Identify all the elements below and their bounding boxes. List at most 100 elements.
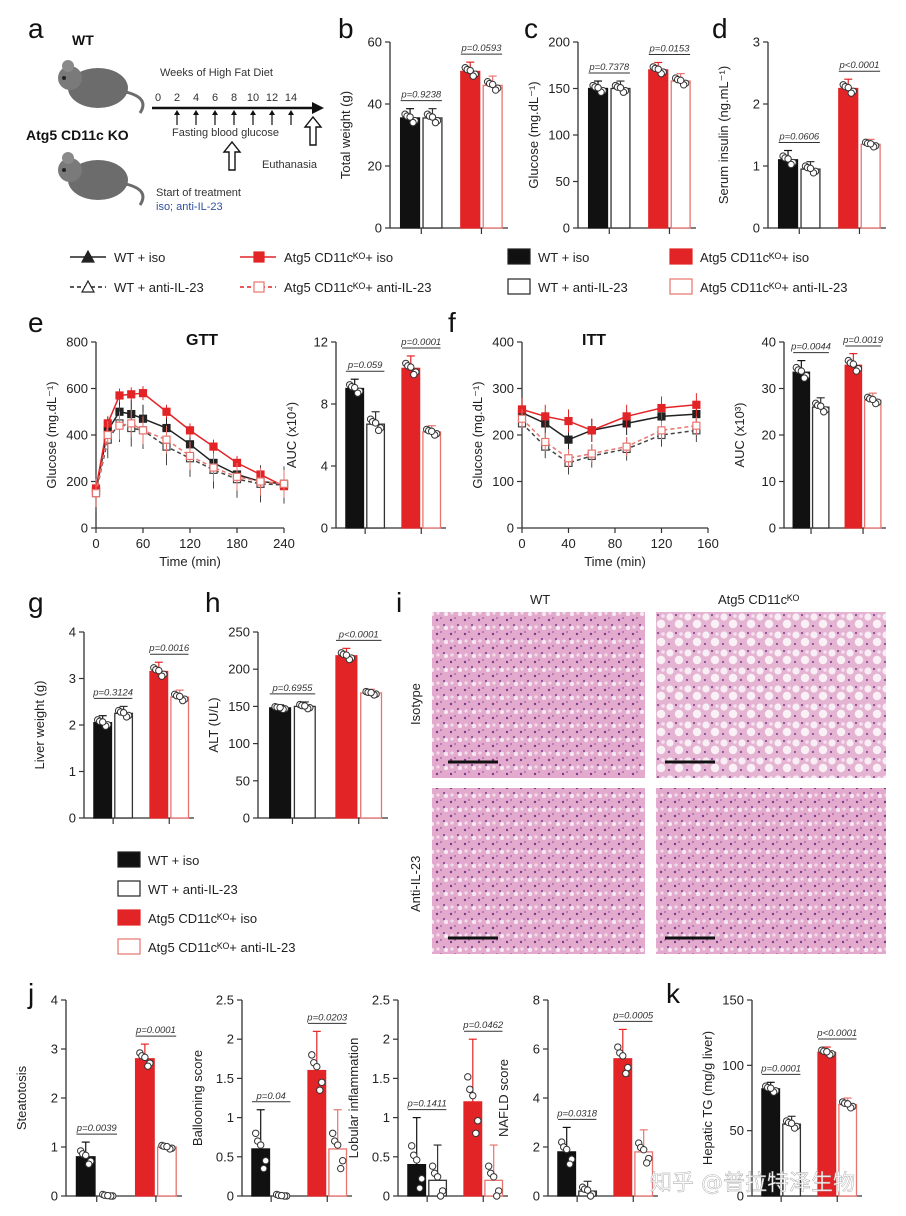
p-value: p=0.04 bbox=[255, 1091, 285, 1102]
y-tick-label: 0.5 bbox=[372, 1149, 390, 1164]
chart-f-line: 0 100 200 300 400 Glucose (mg.dL⁻¹) 0 40 80 120 16… bbox=[470, 335, 719, 570]
bar bbox=[777, 159, 799, 229]
data-point bbox=[622, 442, 631, 451]
data-point bbox=[490, 1173, 498, 1181]
y-tick-label: 2 bbox=[383, 1032, 390, 1047]
data-point bbox=[277, 1191, 286, 1200]
fasting-arrowhead bbox=[231, 110, 237, 115]
data-point bbox=[564, 454, 573, 463]
y-tick-label: 200 bbox=[492, 428, 514, 443]
y-tick-label: 100 bbox=[228, 736, 250, 751]
data-point bbox=[416, 1184, 424, 1192]
data-point bbox=[155, 666, 163, 675]
data-point bbox=[256, 477, 265, 486]
y-tick-label: 6 bbox=[533, 1042, 540, 1057]
data-point bbox=[847, 89, 855, 97]
panel-letter-d: d bbox=[712, 13, 728, 44]
data-point bbox=[852, 367, 861, 375]
y-tick-label: 0 bbox=[769, 521, 776, 536]
chart-b: 0 20 40 60 Total weight (g) p=0.9238 p=0.0593 bbox=[338, 35, 508, 236]
x-tick-label: 120 bbox=[651, 536, 673, 551]
y-tick-label: 100 bbox=[548, 128, 570, 143]
y-tick-label: 10 bbox=[762, 474, 776, 489]
data-point bbox=[866, 140, 875, 148]
mouse-ko-icon bbox=[58, 152, 145, 206]
data-point bbox=[144, 1062, 152, 1070]
data-point bbox=[162, 407, 171, 416]
treatment-arrow-icon bbox=[222, 140, 242, 171]
panel-letter-b: b bbox=[338, 13, 354, 44]
histo-image-wt-anti bbox=[432, 788, 645, 954]
chart-e-line: 0 200 400 600 800 Glucose (mg.dL⁻¹) 0 60 120 180 2… bbox=[44, 335, 295, 570]
x-axis-label: Time (min) bbox=[159, 554, 221, 569]
legend-swatch bbox=[117, 880, 141, 897]
data-point bbox=[99, 718, 107, 726]
data-point bbox=[485, 1162, 493, 1170]
y-tick-label: 50 bbox=[236, 773, 250, 788]
data-point bbox=[433, 1173, 442, 1181]
y-tick-label: 30 bbox=[762, 381, 776, 396]
data-point bbox=[488, 80, 497, 89]
data-point bbox=[767, 1084, 775, 1092]
y-tick-label: 4 bbox=[533, 1091, 540, 1106]
y-tick-label: 2.5 bbox=[216, 993, 234, 1008]
week-label: 8 bbox=[231, 92, 237, 104]
chart-j1: 0 1 2 3 4 Steatotosis p=0.0039 p=0.0001 bbox=[14, 993, 182, 1204]
y-tick-label: 2 bbox=[227, 1032, 234, 1047]
data-point bbox=[541, 412, 550, 421]
data-point bbox=[643, 1159, 651, 1167]
week-label: 4 bbox=[193, 92, 199, 104]
data-point bbox=[491, 86, 500, 94]
data-point bbox=[104, 1191, 112, 1200]
wt-label: WT bbox=[72, 32, 94, 48]
weeks-title: Weeks of High Fat Diet bbox=[160, 67, 273, 79]
bar bbox=[366, 423, 386, 529]
itt-title: ITT bbox=[582, 332, 606, 349]
fasting-arrowhead bbox=[174, 110, 180, 115]
data-point bbox=[260, 1164, 268, 1173]
data-point bbox=[820, 408, 828, 416]
data-point bbox=[418, 1175, 426, 1183]
data-point bbox=[692, 400, 701, 409]
bar bbox=[460, 70, 481, 229]
y-tick-label: 60 bbox=[368, 35, 382, 50]
y-axis-label: AUC (x10⁴) bbox=[284, 402, 299, 468]
p-value: p=0.0044 bbox=[790, 342, 831, 353]
bar bbox=[863, 399, 882, 529]
data-point bbox=[428, 1162, 437, 1170]
y-tick-label: 0 bbox=[243, 811, 250, 826]
fasting-arrowhead bbox=[250, 110, 256, 115]
week-label: 14 bbox=[285, 92, 297, 104]
data-point bbox=[308, 1051, 316, 1059]
ko-label: Atg5 CD11c KO bbox=[26, 127, 129, 143]
data-point bbox=[619, 1052, 627, 1060]
data-point bbox=[566, 1160, 574, 1168]
chart-k: 0 50 100 150 Hepatic TG (mg/g liver) p=0.0001… bbox=[700, 993, 862, 1204]
data-point bbox=[374, 426, 383, 435]
y-tick-label: 250 bbox=[228, 625, 250, 640]
p-value: p=0.0593 bbox=[461, 43, 503, 54]
y-axis-label: Hepatic TG (mg/g liver) bbox=[700, 1031, 715, 1165]
data-point bbox=[466, 1085, 474, 1094]
data-point bbox=[849, 360, 858, 368]
y-tick-label: 600 bbox=[66, 381, 88, 396]
bar bbox=[401, 367, 421, 529]
y-tick-label: 3 bbox=[69, 671, 76, 686]
p-value: p=0.0318 bbox=[556, 1108, 598, 1119]
data-point bbox=[692, 421, 701, 430]
watermark: 知乎 @普拉特泽生物 bbox=[650, 1171, 855, 1196]
data-point bbox=[257, 1141, 265, 1149]
y-tick-label: 400 bbox=[492, 335, 514, 350]
y-tick-label: 300 bbox=[492, 381, 514, 396]
bar bbox=[422, 117, 443, 229]
bar bbox=[860, 143, 881, 229]
legend-label: Atg5 CD11cᴷᴼ+ iso bbox=[700, 250, 809, 265]
legend-marker bbox=[253, 251, 265, 263]
y-tick-label: 150 bbox=[722, 993, 744, 1008]
schematic-panel: WT Atg5 CD11c KO Weeks of High Fat Diet … bbox=[26, 32, 324, 213]
data-point bbox=[587, 449, 596, 458]
fasting-arrowhead bbox=[288, 110, 294, 115]
y-tick-label: 0 bbox=[69, 811, 76, 826]
chart-f-auc: 0 10 20 30 40 AUC (x10³) p=0.0044 p=0.0019 bbox=[732, 335, 886, 536]
